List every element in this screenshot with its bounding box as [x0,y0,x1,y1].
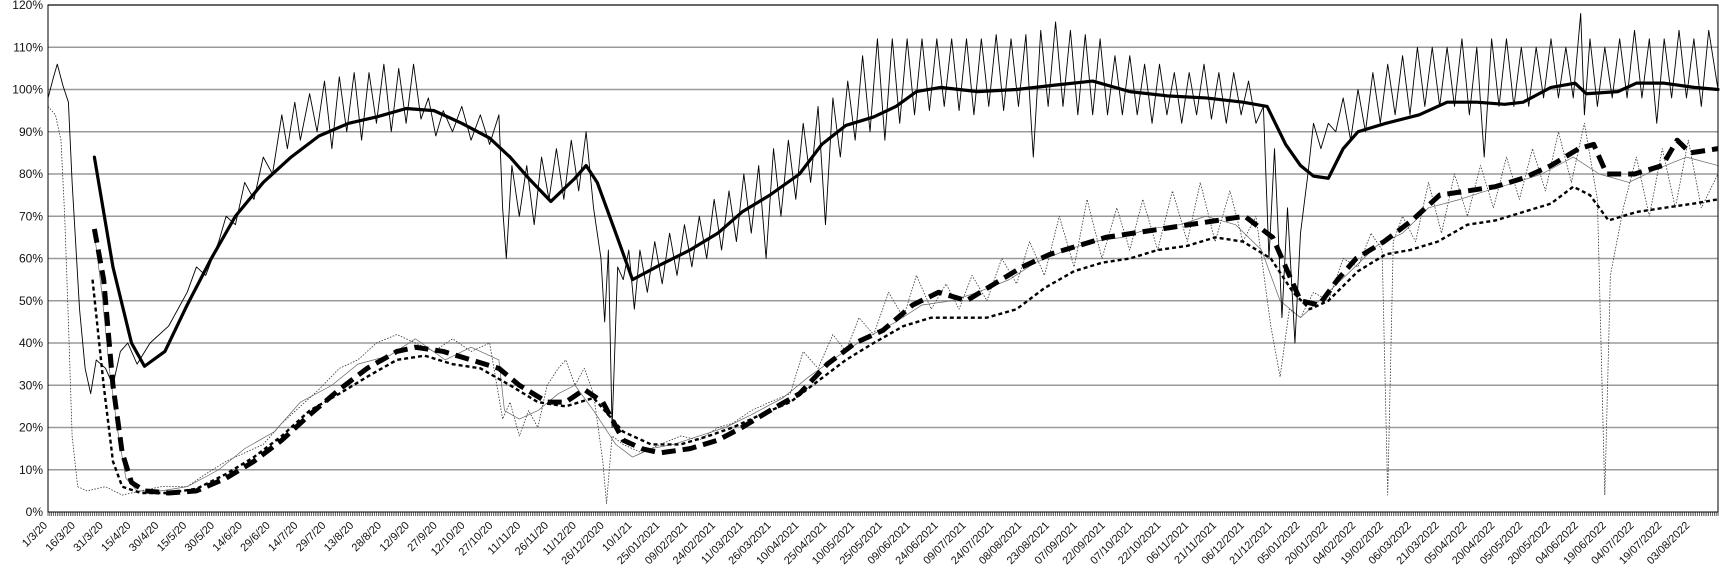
y-tick-label: 60% [19,252,43,266]
x-tick-label: 16/3/20 [44,520,78,554]
x-tick-label: 13/8/20 [322,520,356,554]
series-layer [47,13,1720,504]
x-axis: 1/3/2016/3/2031/3/2015/4/2030/4/2015/5/2… [20,512,1719,567]
y-axis: 0% 10% 20% 30% 40% 50% 60% 70% 80% 90% 100% 110% 120… [12,0,43,519]
y-tick-label: 50% [19,294,43,308]
x-tick-label: 29/6/20 [238,520,272,554]
series-hairline [94,156,1719,492]
y-tick-label: 10% [19,463,43,477]
y-tick-label: 20% [19,421,43,435]
y-tick-label: 40% [19,336,43,350]
x-axis-day-ticks [47,512,1719,516]
y-tick-label: 120% [12,0,43,12]
x-tick-label: 12/9/20 [378,520,412,554]
x-tick-label: 31/3/20 [71,520,105,554]
x-tick-label: 28/8/20 [350,520,384,554]
x-tick-label: 14/7/20 [266,520,300,554]
x-tick-label: 15/5/20 [155,520,189,554]
y-tick-label: 0% [26,505,44,519]
y-tick-label: 90% [19,125,43,139]
x-tick-label: 30/5/20 [183,520,217,554]
y-tick-label: 100% [12,83,43,97]
series-thick-dashed-line [91,137,1719,496]
y-tick-label: 80% [19,167,43,181]
series-dotted-hairline [47,106,1719,504]
x-tick-label: 15/4/20 [99,520,133,554]
x-tick-label: 14/6/20 [211,520,245,554]
plot-frame [47,4,1719,513]
y-tick-label: 30% [19,378,43,392]
y-tick-label: 70% [19,209,43,223]
x-tick-label: 30/4/20 [127,520,161,554]
series-dotted-line [91,185,1719,495]
series-thin-solid-line [47,13,1719,428]
gridlines [48,4,1718,471]
series-thick-solid-line [92,79,1720,368]
x-tick-label: 29/7/20 [294,520,328,554]
y-tick-label: 110% [13,40,43,54]
